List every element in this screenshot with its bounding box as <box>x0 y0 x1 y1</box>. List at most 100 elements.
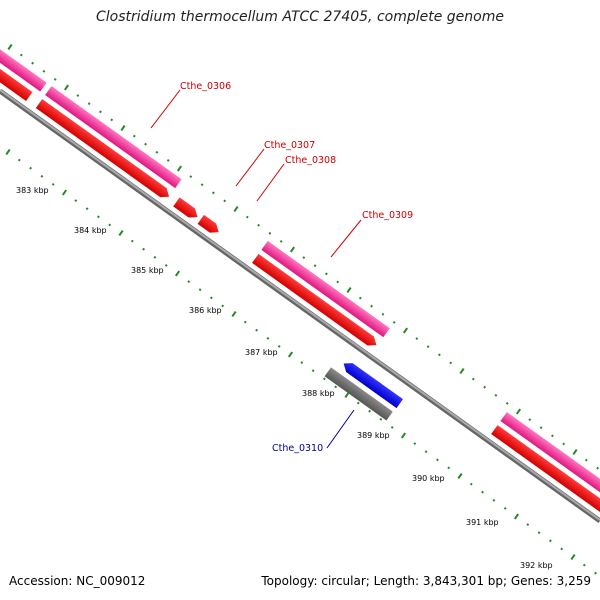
major-tick <box>515 408 522 415</box>
major-tick <box>120 125 126 131</box>
minor-tick <box>322 377 326 381</box>
minor-tick <box>142 247 145 251</box>
minor-tick <box>548 539 552 543</box>
gene-feature <box>0 53 33 102</box>
cds-row-outer <box>0 40 600 515</box>
minor-tick <box>166 159 170 162</box>
major-tick <box>61 189 68 196</box>
minor-tick <box>212 191 215 195</box>
minor-tick <box>392 321 396 324</box>
leader-line <box>235 148 265 187</box>
minor-tick <box>550 434 554 438</box>
major-tick <box>5 149 11 155</box>
leader-line <box>256 163 285 202</box>
gene-label-cthe-0307[interactable]: Cthe_0307 <box>264 140 315 151</box>
major-tick <box>287 351 294 358</box>
minor-tick <box>130 239 134 243</box>
minor-tick <box>537 531 541 535</box>
minor-tick <box>223 199 227 203</box>
minor-tick <box>356 401 360 405</box>
minor-tick <box>390 426 394 429</box>
gene-row-reverse <box>324 363 403 421</box>
minor-tick <box>31 61 35 65</box>
minor-tick <box>19 53 23 57</box>
minor-tick <box>268 231 272 235</box>
minor-tick <box>370 304 374 308</box>
gene-cthe-0306 <box>35 99 170 198</box>
gene-label-cthe-0306[interactable]: Cthe_0306 <box>180 81 231 92</box>
minor-tick <box>505 402 509 405</box>
gene-label-cthe-0310[interactable]: Cthe_0310 <box>272 443 323 454</box>
minor-tick <box>471 377 475 381</box>
tick-label: 391 kbp <box>466 518 499 527</box>
minor-tick <box>277 345 281 348</box>
minor-tick <box>279 240 283 243</box>
minor-tick <box>243 320 247 324</box>
minor-tick <box>311 369 315 373</box>
minor-tick <box>449 361 453 365</box>
reverse-feature <box>324 367 393 421</box>
minor-tick <box>87 102 91 106</box>
gene-label-cthe-0308[interactable]: Cthe_0308 <box>285 155 336 166</box>
major-tick <box>513 513 520 520</box>
minor-tick <box>334 385 338 389</box>
major-tick <box>233 206 239 212</box>
minor-tick <box>132 134 136 138</box>
minor-tick <box>187 280 191 283</box>
major-tick <box>7 44 13 50</box>
minor-tick <box>200 183 204 187</box>
genome-summary-text: Topology: circular; Length: 3,843,301 bp… <box>261 574 591 588</box>
minor-tick <box>221 304 225 308</box>
minor-tick <box>97 215 100 219</box>
leader-line <box>150 89 181 129</box>
tick-label: 390 kbp <box>412 474 445 483</box>
cds-feature <box>261 240 390 338</box>
leader-line <box>330 219 362 258</box>
minor-tick <box>358 296 362 300</box>
minor-tick <box>210 296 213 300</box>
cds-feature <box>0 40 47 92</box>
inner-tick-ring <box>5 149 598 575</box>
tick-label: 386 kbp <box>189 306 222 315</box>
minor-tick <box>266 336 270 340</box>
major-tick <box>572 449 578 455</box>
minor-tick <box>415 337 419 340</box>
gene-label-cthe-0309[interactable]: Cthe_0309 <box>362 210 413 221</box>
minor-tick <box>435 458 439 462</box>
gene-row-forward <box>0 53 600 528</box>
minor-tick <box>29 166 33 170</box>
tick-label: 392 kbp <box>520 561 553 570</box>
minor-tick <box>413 442 417 445</box>
minor-tick <box>584 458 588 462</box>
minor-tick <box>539 426 543 430</box>
tick-label: 389 kbp <box>357 431 390 440</box>
minor-tick <box>469 482 473 486</box>
scale-labels: 383 kbp 384 kbp 385 kbp 386 kbp 387 kbp … <box>16 186 553 570</box>
major-tick <box>457 473 463 479</box>
tick-label: 384 kbp <box>74 226 107 235</box>
cds-feature <box>45 86 182 189</box>
minor-tick <box>492 498 496 502</box>
minor-tick <box>255 328 259 332</box>
minor-tick <box>594 571 598 575</box>
minor-tick <box>424 450 428 454</box>
minor-tick <box>198 288 202 292</box>
minor-tick <box>528 418 532 421</box>
minor-tick <box>300 361 304 364</box>
leader-line <box>326 409 355 449</box>
minor-tick <box>153 255 157 259</box>
label-leaders <box>150 89 362 449</box>
minor-tick <box>257 223 261 227</box>
gene-feature <box>491 425 600 528</box>
major-tick <box>231 311 237 317</box>
gene-cthe-0309 <box>252 253 377 346</box>
cds-feature <box>500 412 600 515</box>
minor-tick <box>596 466 600 470</box>
minor-tick <box>76 94 80 98</box>
major-tick <box>344 392 350 398</box>
minor-tick <box>379 417 383 421</box>
major-tick <box>63 84 70 91</box>
minor-tick <box>164 264 168 267</box>
minor-tick <box>437 353 441 357</box>
